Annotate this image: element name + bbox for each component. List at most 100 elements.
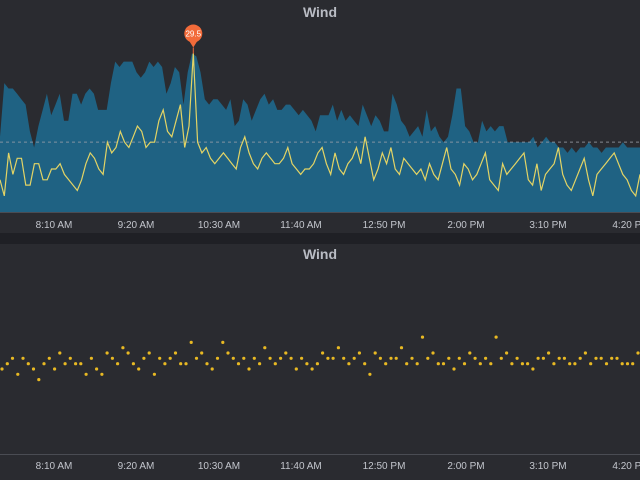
scatter-dot [152,372,156,376]
scatter-dot [389,356,393,360]
scatter-dot [0,367,4,371]
scatter-dot [37,378,41,382]
scatter-dot [399,346,404,350]
scatter-dot [583,351,588,355]
scatter-dot [105,351,109,355]
bottom-x-tick-label: 12:50 PM [363,461,406,472]
scatter-dot [547,351,551,355]
panel-gap [0,233,640,244]
scatter-dot [452,367,456,371]
scatter-dot [121,346,125,350]
max-marker-label: 29.5 [185,30,201,39]
scatter-dot [410,356,414,360]
scatter-dot [420,335,425,339]
scatter-dot [258,362,262,366]
scatter-dot [373,351,377,355]
scatter-dot [116,362,120,366]
max-marker-tip [188,39,199,48]
scatter-dot [173,351,178,355]
scatter-dot [342,356,346,360]
max-marker-pin [184,24,203,43]
area-series [0,53,640,212]
scatter-dot [126,351,130,355]
wind-area-panel[interactable]: 8:10 AM 9:20 AM 10:30 AM 11:40 AM 12:50 PM 2:… [0,0,640,233]
scatter-dot [441,362,446,366]
dot-series [0,335,640,382]
scatter-dot [300,356,304,360]
scatter-dot [42,362,46,366]
bottom-x-tick-label: 3:10 PM [529,461,566,472]
scatter-dot [594,356,598,360]
scatter-dot [384,362,388,366]
scatter-dot [68,356,72,360]
scatter-dot [589,362,593,366]
scatter-dot [236,362,241,366]
scatter-dot [58,351,62,355]
scatter-dot [457,356,461,360]
bottom-x-tick-label: 10:30 AM [198,461,240,472]
scatter-dot [573,362,577,366]
scatter-dot [163,362,167,366]
scatter-dot [615,356,619,360]
max-marker[interactable]: 29.5 [184,24,203,54]
scatter-dot [100,372,104,376]
scatter-dot [131,362,135,366]
scatter-dot [179,362,183,366]
scatter-dot [79,362,83,366]
scatter-dot [363,362,367,366]
chart-title-top: Wind [302,4,338,20]
scatter-dot [447,356,451,360]
scatter-dot [510,362,514,366]
scatter-dot [347,362,351,366]
scatter-dot [499,356,503,360]
scatter-dot [231,356,235,360]
scatter-dot [604,362,609,366]
scatter-dot [426,356,430,360]
scatter-dot [221,340,225,344]
scatter-dot [315,362,319,366]
scatter-dot [484,356,488,360]
scatter-dot [557,356,561,360]
scatter-dot [462,362,467,366]
top-x-tick-label: 12:50 PM [363,220,406,231]
scatter-dot [184,362,188,366]
scatter-dot [552,362,556,366]
top-x-tick-label: 11:40 AM [280,220,322,231]
scatter-dot [168,356,172,360]
scatter-dot [505,351,509,355]
scatter-dot [636,351,640,355]
x-axis-ticks: 8:10 AM 9:20 AM 10:30 AM 11:40 AM 12:50 PM 2:… [36,220,640,231]
scatter-dot [520,362,525,366]
scatter-dot [368,372,372,376]
wind-scatter-chart[interactable]: 8:10 AM 9:20 AM 10:30 AM 11:40 AM 12:50 PM 2:… [0,244,640,480]
scatter-dot [562,356,567,360]
wind-area-chart[interactable]: 8:10 AM 9:20 AM 10:30 AM 11:40 AM 12:50 PM 2:… [0,0,640,233]
scatter-dot [247,367,251,371]
line-series [0,53,640,198]
scatter-dot [5,362,9,366]
bottom-x-tick-label: 9:20 AM [118,461,155,472]
scatter-dot [321,351,325,355]
scatter-dot [468,351,472,355]
scatter-dot [205,362,209,366]
scatter-dot [568,362,572,366]
scatter-dot [352,356,356,360]
scatter-dot [189,340,193,344]
scatter-dot [305,362,309,366]
top-x-tick-label: 2:00 PM [447,220,484,231]
scatter-dot [515,356,519,360]
wind-scatter-panel[interactable]: 8:10 AM 9:20 AM 10:30 AM 11:40 AM 12:50 PM 2:… [0,244,640,480]
bottom-x-tick-label: 11:40 AM [280,461,322,472]
scatter-dot [242,356,246,360]
scatter-dot [268,356,272,360]
scatter-dot [473,356,477,360]
scatter-dot [215,356,220,360]
scatter-dot [16,372,20,376]
scatter-dot [194,356,199,360]
scatter-dot [95,367,99,371]
scatter-dot [478,362,482,366]
scatter-dot [279,356,283,360]
scatter-dot [26,362,30,366]
scatter-dot [110,356,114,360]
chart-title-bottom: Wind [302,246,338,262]
